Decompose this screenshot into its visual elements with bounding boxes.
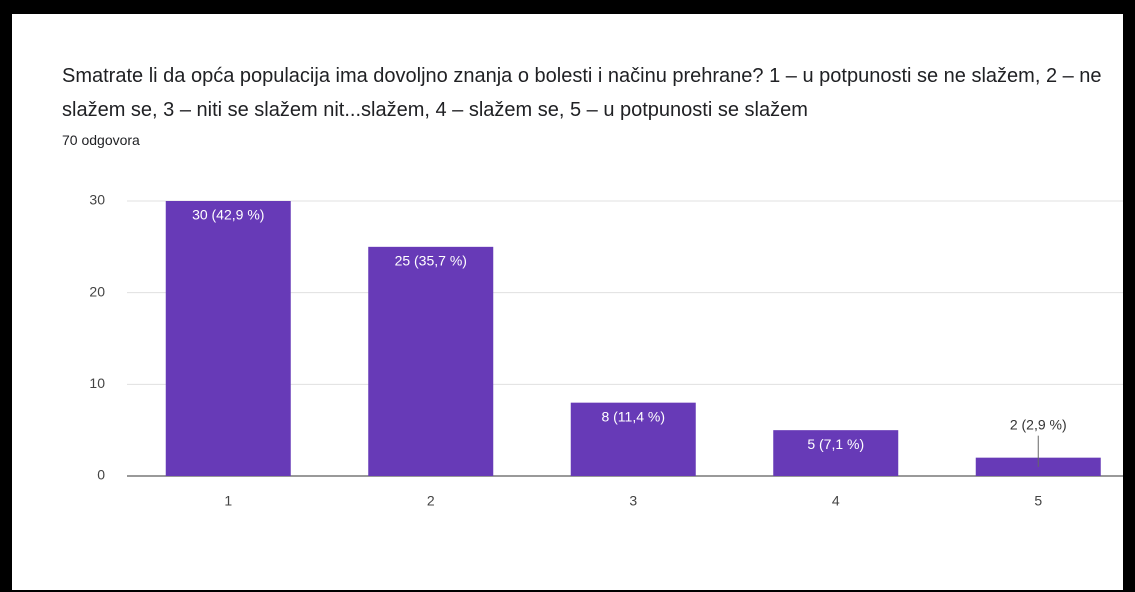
y-tick-label: 20: [89, 283, 105, 299]
bar: [165, 201, 291, 476]
x-tick-label: 2: [427, 493, 435, 509]
card: Smatrate li da opća populacija ima dovol…: [12, 14, 1123, 590]
chart: 0 10 20 30 1 30 (42,9 %) 2 25 (35,7 %) 3 8 (11,4 …: [89, 192, 1123, 509]
response-count: 70 odgovora: [62, 132, 140, 148]
data-label: 30 (42,9 %): [192, 207, 264, 223]
y-tick-label: 30: [89, 192, 105, 208]
y-tick-label: 10: [89, 375, 105, 391]
data-label: 8 (11,4 %): [601, 408, 665, 424]
bar: [773, 430, 899, 476]
x-tick-label: 4: [832, 493, 840, 509]
chart-title: Smatrate li da opća populacija ima dovol…: [62, 65, 1102, 121]
bar: [368, 246, 494, 476]
data-label: 25 (35,7 %): [395, 253, 467, 269]
x-tick-label: 3: [629, 493, 637, 509]
data-label: 2 (2,9 %): [1010, 416, 1067, 432]
y-tick-label: 0: [97, 467, 105, 483]
x-tick-label: 1: [224, 493, 232, 509]
data-label: 5 (7,1 %): [807, 436, 864, 452]
bar: [570, 402, 696, 476]
x-tick-label: 5: [1034, 493, 1042, 509]
